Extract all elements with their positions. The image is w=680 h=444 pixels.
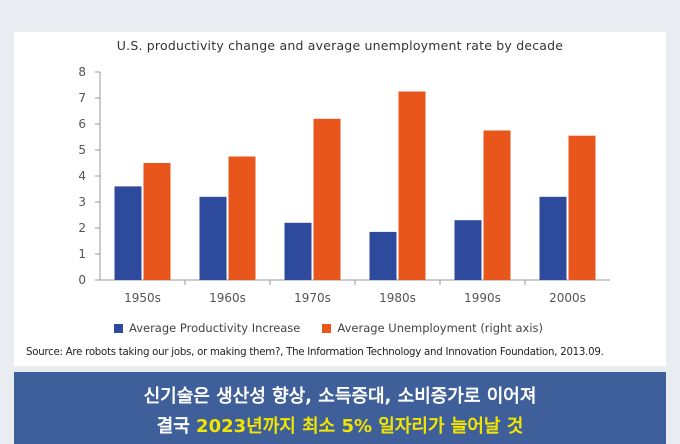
y-tick-label: 0	[78, 273, 86, 287]
legend-swatch-unemployment	[322, 323, 332, 333]
legend-label-unemployment: Average Unemployment (right axis)	[337, 321, 544, 335]
bar-productivity-2000s	[539, 196, 567, 280]
bar-productivity-1950s	[114, 186, 142, 280]
x-tick-label: 1950s	[124, 291, 161, 305]
banner-line-2-prefix: 결국	[156, 416, 197, 437]
bar-productivity-1990s	[454, 220, 482, 280]
banner-line-1: 신기술은 생산성 향상, 소득증대, 소비증가로 이어져	[143, 386, 537, 407]
bar-productivity-1970s	[284, 222, 312, 280]
y-tick-label: 7	[78, 91, 86, 105]
y-tick-label: 1	[78, 247, 86, 261]
source-note: Source: Are robots taking our jobs, or m…	[26, 347, 604, 358]
bar-unemployment-1990s	[483, 130, 511, 280]
chart-panel: U.S. productivity change and average une…	[14, 32, 666, 366]
y-tick-label: 5	[78, 143, 86, 157]
bar-productivity-1960s	[199, 196, 227, 280]
y-tick-label: 4	[78, 169, 86, 183]
y-tick-label: 3	[78, 195, 86, 209]
x-tick-label: 1960s	[209, 291, 246, 305]
legend-label-productivity: Average Productivity Increase	[129, 321, 301, 335]
banner-highlight: 2023년까지 최소 5% 일자리가 늘어날 것	[196, 416, 524, 437]
legend-item-unemployment: Average Unemployment (right axis)	[322, 321, 543, 335]
bar-unemployment-2000s	[568, 135, 596, 280]
chart-title: U.S. productivity change and average une…	[116, 38, 564, 53]
bar-unemployment-1970s	[313, 118, 341, 280]
bar-unemployment-1950s	[143, 163, 171, 280]
y-tick-label: 6	[78, 117, 86, 131]
bar-unemployment-1960s	[228, 156, 256, 280]
x-tick-label: 1990s	[464, 291, 501, 305]
bar-productivity-1980s	[369, 231, 397, 280]
bar-unemployment-1980s	[398, 91, 426, 280]
x-tick-label: 2000s	[549, 291, 586, 305]
legend-item-productivity: Average Productivity Increase	[114, 321, 300, 335]
legend: Average Productivity Increase Average Un…	[114, 321, 543, 335]
x-tick-label: 1980s	[379, 291, 416, 305]
banner-line-2: 결국 2023년까지 최소 5% 일자리가 늘어날 것	[14, 412, 666, 438]
y-tick-label: 2	[78, 221, 86, 235]
bar-chart: 0 1 2 3 4 5 6 7 8 1950s 1960s 1970s 1980s 1990s 2000s	[78, 65, 610, 305]
caption-banner: 신기술은 생산성 향상, 소득증대, 소비증가로 이어져 결국 2023년까지 …	[14, 372, 666, 444]
legend-swatch-productivity	[114, 323, 123, 333]
x-tick-label: 1970s	[294, 291, 331, 305]
y-tick-label: 8	[78, 65, 86, 79]
